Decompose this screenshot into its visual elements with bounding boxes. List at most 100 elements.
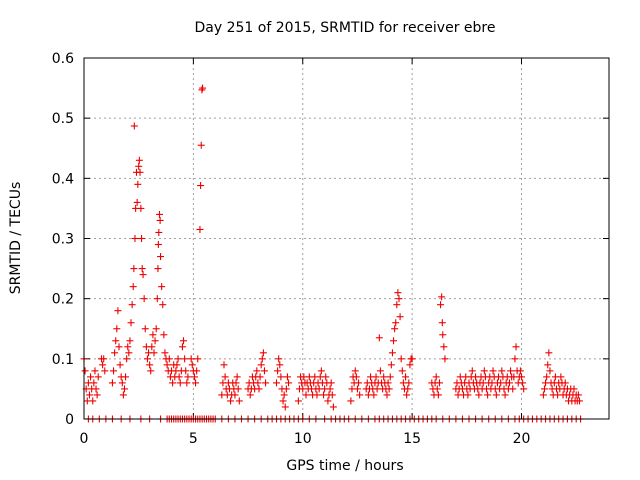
data-point: [492, 391, 500, 399]
data-point: [180, 337, 188, 345]
data-point: [274, 367, 282, 375]
data-point: [187, 355, 195, 363]
data-point: [159, 301, 167, 309]
data-point: [113, 325, 121, 333]
data-point: [328, 391, 336, 399]
data-point: [157, 253, 165, 261]
data-point: [464, 391, 472, 399]
data-point: [352, 373, 360, 381]
data-point: [175, 373, 183, 381]
data-point: [273, 379, 280, 387]
data-point: [152, 325, 160, 333]
data-point: [160, 331, 168, 339]
data-point: [163, 361, 171, 369]
data-point: [135, 156, 143, 164]
data-point: [438, 319, 446, 327]
data-point: [433, 385, 441, 393]
data-point: [544, 361, 552, 369]
data-point: [283, 373, 291, 381]
axis-ticks: 0 0.1 0.2 0.3 0.4 0.5 0.6 0 5 10 15 20: [52, 51, 609, 447]
data-point: [127, 319, 135, 327]
grid-lines: [84, 58, 609, 419]
data-point: [89, 397, 97, 405]
data-point: [153, 295, 161, 303]
data-point: [254, 379, 262, 387]
data-point: [122, 373, 130, 381]
data-point: [174, 355, 182, 363]
data-point: [395, 295, 403, 303]
data-point: [539, 391, 547, 399]
data-point: [123, 355, 131, 363]
data-point: [512, 343, 520, 351]
data-point: [376, 367, 384, 375]
data-point: [404, 385, 412, 393]
data-point: [150, 349, 158, 357]
data-point: [546, 367, 554, 375]
data-point: [285, 379, 293, 387]
y-tick-label: 0.3: [52, 232, 74, 248]
data-point: [182, 367, 190, 375]
data-point: [108, 379, 116, 387]
data-point: [149, 331, 157, 339]
data-point: [154, 265, 162, 273]
data-point: [391, 325, 399, 333]
data-point: [347, 397, 355, 405]
data-point: [275, 355, 283, 363]
data-point: [148, 343, 156, 351]
data-point: [140, 295, 148, 303]
data-point: [390, 337, 398, 345]
data-point: [317, 367, 325, 375]
y-tick-label: 0.6: [52, 51, 74, 67]
data-point: [484, 391, 492, 399]
data-point: [93, 391, 101, 399]
data-point: [165, 355, 173, 363]
data-point: [438, 293, 446, 301]
data-point: [260, 367, 268, 375]
data-point: [128, 301, 136, 309]
data-point: [81, 367, 89, 375]
data-point: [259, 349, 267, 357]
data-point: [355, 379, 363, 387]
data-point: [405, 379, 413, 387]
data-point: [505, 379, 513, 387]
data-point: [131, 235, 139, 242]
data-point: [518, 373, 525, 381]
data-point: [188, 361, 196, 369]
data-point: [324, 397, 332, 405]
data-point: [393, 301, 401, 309]
data-point: [125, 349, 133, 357]
data-point: [87, 373, 95, 381]
data-point: [92, 385, 100, 393]
data-point: [91, 367, 99, 375]
data-point: [134, 180, 142, 188]
data-point: [147, 367, 155, 375]
data-point: [199, 84, 207, 92]
data-point: [561, 379, 569, 387]
data-point: [402, 373, 410, 381]
x-tick-label: 5: [189, 431, 198, 447]
data-point: [403, 391, 411, 399]
data-point: [111, 349, 119, 357]
data-point: [294, 397, 302, 405]
y-tick-label: 0.5: [52, 111, 74, 127]
x-tick-label: 15: [403, 431, 421, 447]
y-axis-label: SRMTID / TECUs: [8, 182, 24, 295]
data-point: [138, 265, 146, 273]
data-point: [232, 379, 240, 387]
data-point: [396, 313, 404, 321]
data-point: [280, 391, 288, 399]
data-point: [322, 373, 330, 381]
data-point: [178, 343, 186, 351]
data-point: [255, 385, 263, 393]
data-point: [114, 307, 122, 315]
data-point: [246, 391, 254, 399]
data-point: [370, 391, 378, 399]
data-point: [130, 122, 138, 130]
data-point: [173, 361, 181, 369]
data-points: [80, 84, 585, 423]
data-point: [406, 361, 414, 369]
data-point: [99, 361, 107, 369]
data-point: [498, 367, 506, 375]
data-point: [110, 367, 118, 375]
